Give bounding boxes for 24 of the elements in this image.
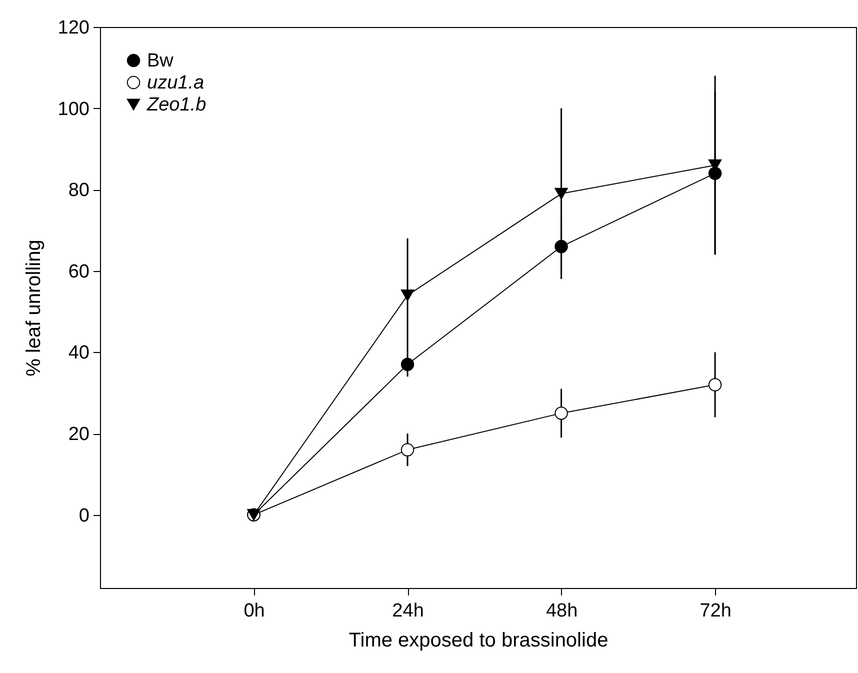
point	[554, 406, 568, 420]
point	[400, 290, 414, 302]
y-tick-label: 0	[78, 505, 90, 526]
x-tick-label: 0h	[244, 600, 265, 622]
x-tick-label: 72h	[700, 600, 732, 622]
legend-label: Bw	[147, 50, 174, 72]
y-tick-label: 120	[58, 18, 90, 38]
y-tick-label: 100	[58, 98, 90, 120]
point	[554, 188, 568, 200]
legend-label: uzu1.a	[147, 72, 204, 94]
point	[708, 378, 722, 392]
y-tick-label: 60	[68, 261, 90, 282]
point	[400, 358, 414, 372]
y-tick-label: 80	[68, 180, 90, 202]
y-tick-label: 20	[68, 424, 90, 446]
x-tick-label: 24h	[392, 600, 424, 622]
point	[708, 166, 722, 180]
y-tick-label: 40	[68, 342, 90, 364]
y-axis-title: % leaf unrolling	[22, 240, 45, 376]
x-axis-title: Time exposed to brassinolide	[348, 630, 608, 652]
point	[554, 240, 568, 254]
x-tick-label: 48h	[546, 600, 578, 622]
legend-label: Zeo1.b	[146, 94, 206, 116]
point	[400, 443, 414, 456]
